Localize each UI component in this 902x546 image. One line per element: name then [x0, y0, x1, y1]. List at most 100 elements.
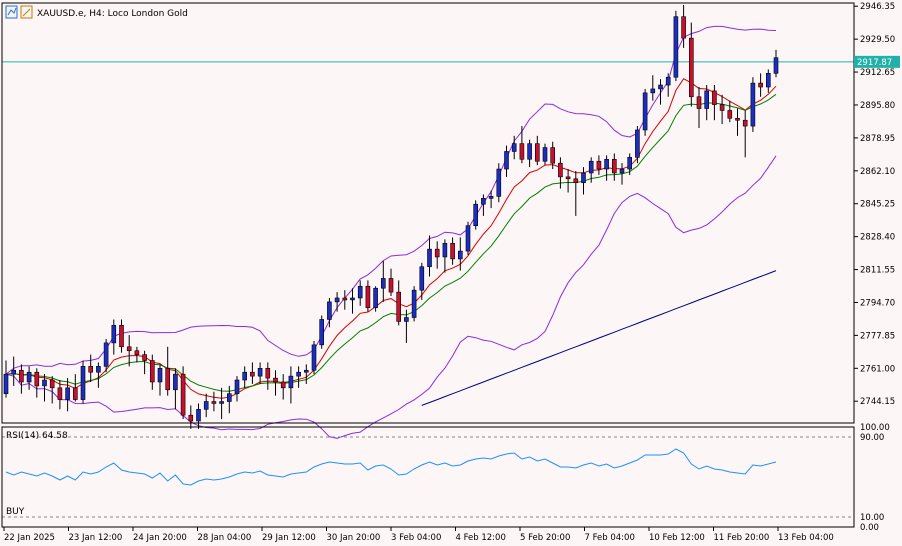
rsi-tick-label: 0.00 [860, 523, 879, 533]
candle-body [57, 387, 63, 400]
candle-body [334, 297, 340, 303]
candle-body [119, 325, 124, 348]
candle-body [650, 88, 656, 94]
time-tick-label: 28 Jan 04:00 [198, 533, 252, 543]
candle-body [327, 301, 332, 320]
rsi-tick-label: 10.00 [860, 513, 884, 523]
ma-mid-line [5, 93, 777, 392]
candle-body [388, 278, 394, 293]
candle-body [427, 248, 432, 268]
candle-body [681, 16, 686, 39]
candle-body [165, 368, 170, 391]
candle-body [88, 366, 93, 373]
candle-body [642, 92, 648, 131]
time-tick-label: 13 Feb 04:00 [778, 533, 834, 543]
candle-body [257, 368, 263, 377]
candle-body [80, 366, 86, 400]
candle-body [742, 119, 748, 127]
time-tick-label: 3 Feb 04:00 [391, 533, 441, 543]
candle-body [280, 381, 286, 389]
candle-body [619, 168, 625, 174]
current-price-label: 2917.87 [857, 58, 892, 68]
candle-body [150, 360, 155, 383]
candle-body [688, 37, 694, 98]
candle-body [627, 157, 633, 170]
candle-body [65, 387, 70, 400]
price-panel [2, 4, 854, 439]
candle-body [550, 147, 556, 164]
candle-body [126, 346, 132, 352]
candle-body [704, 90, 710, 109]
candle-body [288, 375, 294, 389]
candle-body [227, 393, 232, 402]
candle-body [396, 291, 402, 322]
candle-body [342, 297, 348, 301]
candle-body [42, 379, 47, 387]
price-tick-label: 2895.80 [860, 101, 895, 111]
price-tick-label: 2946.35 [860, 2, 895, 12]
candle-body [19, 369, 24, 383]
candle-body [588, 160, 594, 174]
rsi-panel-frame [1, 426, 855, 528]
candle-body [188, 414, 194, 422]
candle-body [519, 143, 525, 160]
candle-body [411, 289, 417, 318]
candle-body [173, 373, 178, 391]
candle-body [203, 401, 209, 410]
candle-body [442, 242, 448, 258]
time-tick-label: 30 Jan 20:00 [327, 533, 381, 543]
time-tick-label: 24 Jan 20:00 [133, 533, 187, 543]
chart-mode-icon[interactable] [5, 5, 18, 19]
price-tick-label: 2761.00 [860, 364, 895, 374]
bollinger-lower-line [5, 155, 777, 439]
candle-body [319, 319, 325, 346]
bollinger-upper-line [5, 25, 777, 375]
candle-body [773, 57, 779, 74]
candle-body [404, 317, 409, 322]
candle-body [357, 285, 363, 299]
candle-body [96, 366, 101, 373]
price-tick-label: 2794.70 [860, 298, 895, 308]
chart-scale-icon[interactable] [20, 5, 33, 19]
candle-body [712, 90, 717, 105]
price-tick-label: 2845.25 [860, 200, 895, 210]
candle-body [380, 278, 386, 289]
candle-body [373, 287, 378, 309]
candle-body [496, 168, 502, 197]
candle-body [250, 371, 255, 377]
price-tick-label: 2777.85 [860, 331, 895, 341]
candle-body [635, 129, 640, 158]
candle-body [219, 401, 224, 404]
candle-body [157, 368, 163, 383]
rsi-tick-label: 90.00 [860, 433, 884, 443]
candle-body [581, 172, 586, 184]
time-tick-label: 29 Jan 12:00 [262, 533, 316, 543]
candle-body [196, 409, 201, 422]
candle-body [604, 158, 609, 170]
candle-body [234, 379, 240, 394]
ma-slow-line [421, 270, 777, 406]
time-tick-label: 4 Feb 12:00 [456, 533, 506, 543]
candle-body [111, 325, 117, 344]
time-tick-label: 7 Feb 04:00 [585, 533, 635, 543]
signal-label: BUY [6, 507, 25, 517]
candle-body [727, 110, 733, 119]
rsi-label: RSI(14) 64.58 [6, 431, 68, 441]
candle-body [365, 285, 371, 309]
price-tick-label: 2929.50 [860, 35, 895, 45]
candle-body [611, 158, 617, 174]
candle-body [11, 369, 16, 375]
candle-body [534, 143, 540, 162]
candle-body [765, 73, 771, 88]
price-tick-label: 2878.95 [860, 134, 895, 144]
time-tick-label: 5 Feb 20:00 [520, 533, 570, 543]
candle-body [527, 143, 532, 160]
candle-body [696, 96, 702, 109]
candle-body [457, 250, 463, 260]
candle-body [750, 82, 756, 127]
candle-body [142, 354, 147, 361]
candle-body [719, 104, 725, 111]
candle-body [73, 387, 78, 400]
candle-body [473, 203, 479, 226]
